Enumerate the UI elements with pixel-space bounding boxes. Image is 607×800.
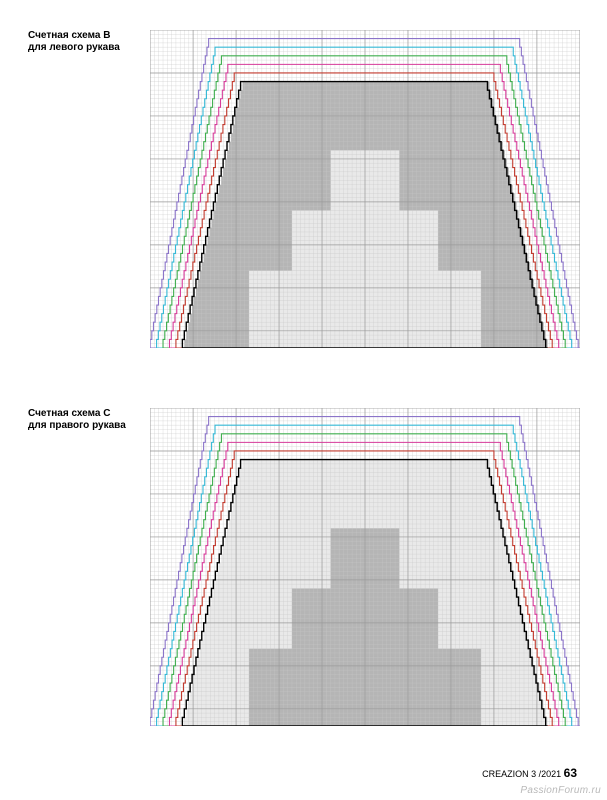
watermark: PassionForum.ru [520, 785, 601, 796]
chart-b-svg [150, 30, 580, 348]
chart-b-title: Счетная схема B для левого рукава [28, 30, 120, 54]
chart-c-title-line2: для правого рукава [28, 420, 126, 431]
chart-b-title-line1: Счетная схема B [28, 30, 110, 41]
chart-c [150, 408, 580, 726]
chart-b [150, 30, 580, 348]
chart-c-svg [150, 408, 580, 726]
chart-c-title-line1: Счетная схема C [28, 408, 110, 419]
page-root: Счетная схема B для левого рукава Счетна… [0, 0, 607, 800]
footer-issue: CREAZION 3 /2021 [482, 769, 561, 779]
chart-b-title-line2: для левого рукава [28, 42, 120, 53]
footer-page-number: 63 [564, 766, 577, 780]
chart-c-title: Счетная схема C для правого рукава [28, 408, 126, 432]
footer: CREAZION 3 /2021 63 [482, 766, 577, 780]
